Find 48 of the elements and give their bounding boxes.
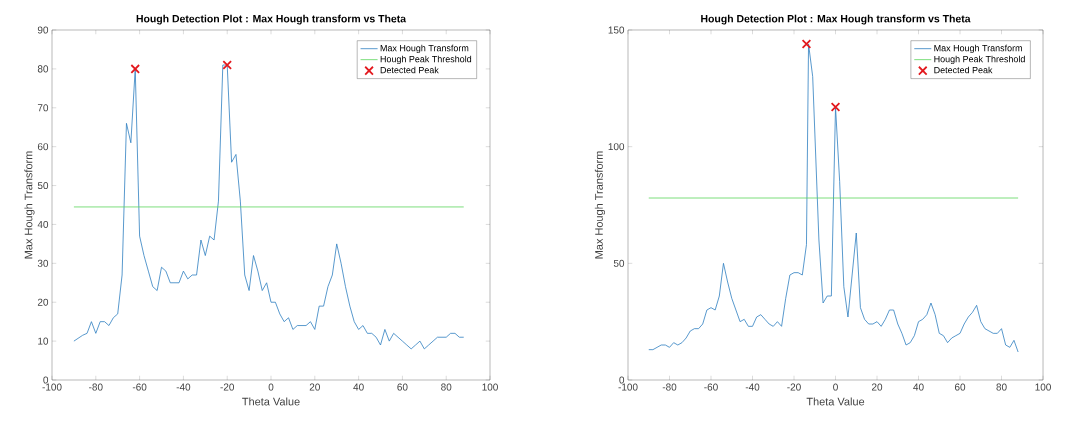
x-tick-label: 80 xyxy=(441,383,452,391)
y-tick-label: 20 xyxy=(37,298,49,306)
x-tick-label: 80 xyxy=(996,383,1007,391)
y-tick-label: 10 xyxy=(38,337,49,345)
x-tick-label: 20 xyxy=(871,383,883,391)
y-tick-label: 60 xyxy=(37,143,49,151)
y-tick-label: 150 xyxy=(608,26,625,34)
legend-label: Detected Peak xyxy=(934,66,993,74)
legend-label: Hough Peak Threshold xyxy=(934,55,1025,65)
y-axis-title: Max Hough Transform xyxy=(594,151,606,259)
x-axis-title: Theta Value xyxy=(806,397,865,406)
x-tick-label: -100 xyxy=(42,383,62,391)
x-tick-label: -40 xyxy=(745,383,760,391)
y-tick-label: 30 xyxy=(37,259,49,267)
x-tick-label: -80 xyxy=(662,383,677,391)
x-tick-label: 0 xyxy=(268,383,274,391)
x-tick-label: -40 xyxy=(176,383,191,391)
y-tick-label: 70 xyxy=(37,104,49,112)
y-axis-title: Max Hough Transform xyxy=(24,151,35,259)
x-tick-label: -100 xyxy=(618,383,638,391)
x-tick-label: -80 xyxy=(89,383,103,391)
legend-label: Max Hough Transform xyxy=(380,44,469,54)
y-tick-label: 80 xyxy=(37,65,49,73)
legend-label: Detected Peak xyxy=(380,66,439,74)
x-tick-label: -20 xyxy=(220,383,235,391)
x-tick-label: 100 xyxy=(1035,383,1051,391)
y-tick-label: 0 xyxy=(619,376,625,384)
x-tick-label: 40 xyxy=(913,383,924,391)
x-axis-title: Theta Value xyxy=(242,397,300,406)
legend-label: Hough Peak Threshold xyxy=(380,55,472,65)
y-tick-label: 50 xyxy=(37,182,49,190)
chart-title: Hough Detection Plot : Max Hough transform vs Theta xyxy=(701,14,971,25)
x-tick-label: 20 xyxy=(309,383,320,391)
x-tick-label: 0 xyxy=(833,383,838,391)
x-tick-label: 40 xyxy=(353,383,364,391)
x-tick-label: 60 xyxy=(954,383,966,391)
x-tick-label: -60 xyxy=(704,383,718,391)
x-tick-label: 100 xyxy=(482,383,498,391)
legend-label: Max Hough Transform xyxy=(934,44,1022,54)
x-tick-label: -20 xyxy=(787,383,801,391)
x-tick-label: 60 xyxy=(397,383,408,391)
y-tick-label: 100 xyxy=(608,143,625,151)
y-tick-label: 90 xyxy=(37,26,49,34)
x-tick-label: -60 xyxy=(132,383,147,391)
y-tick-label: 40 xyxy=(37,220,49,228)
chart-title: Hough Detection Plot : Max Hough transform vs Theta xyxy=(136,14,407,25)
y-tick-label: 50 xyxy=(613,259,625,267)
y-tick-label: 0 xyxy=(43,376,49,384)
